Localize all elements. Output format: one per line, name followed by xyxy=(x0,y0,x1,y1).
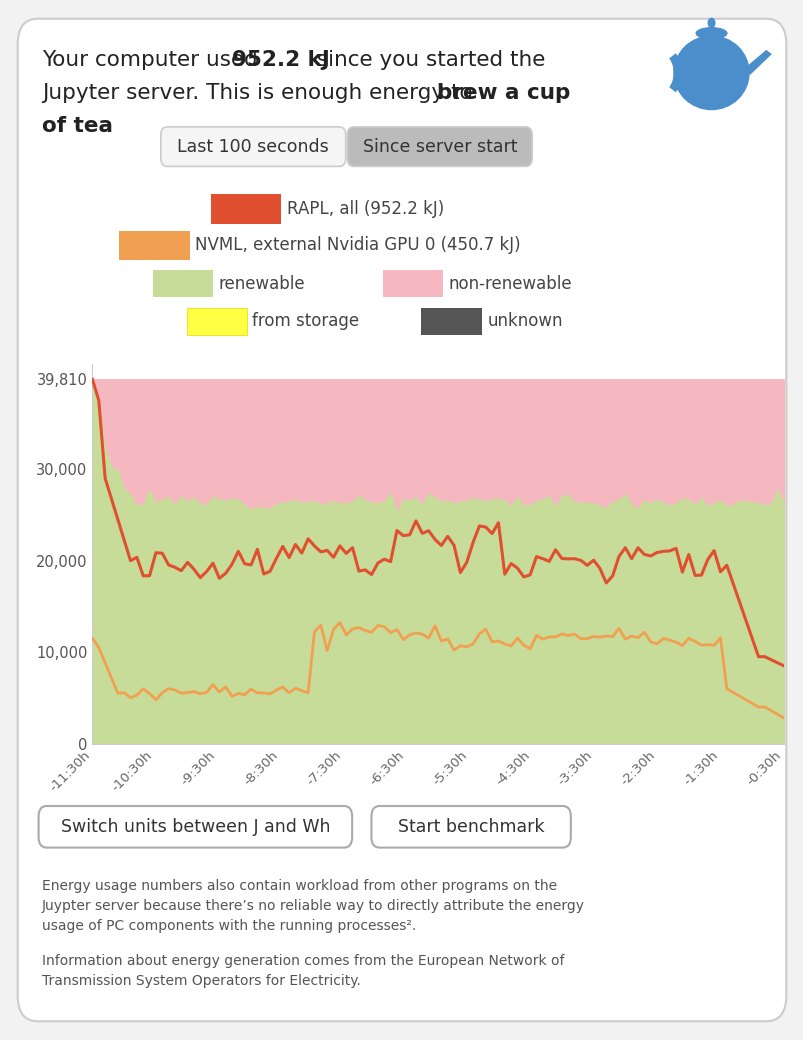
Text: since you started the: since you started the xyxy=(310,50,545,70)
Text: non-renewable: non-renewable xyxy=(448,275,572,293)
FancyBboxPatch shape xyxy=(210,194,281,224)
Text: of tea: of tea xyxy=(42,116,112,136)
Text: brew a cup: brew a cup xyxy=(437,83,570,103)
FancyBboxPatch shape xyxy=(371,806,570,848)
FancyBboxPatch shape xyxy=(347,127,532,166)
Ellipse shape xyxy=(707,18,715,28)
Text: 952.2 kJ: 952.2 kJ xyxy=(231,50,329,70)
Ellipse shape xyxy=(673,35,748,110)
Text: renewable: renewable xyxy=(218,275,305,293)
Text: .: . xyxy=(101,116,108,136)
Text: Your computer used: Your computer used xyxy=(42,50,264,70)
FancyBboxPatch shape xyxy=(421,308,481,335)
Text: Last 100 seconds: Last 100 seconds xyxy=(177,137,328,156)
Polygon shape xyxy=(744,50,771,75)
FancyBboxPatch shape xyxy=(186,308,247,335)
Text: from storage: from storage xyxy=(252,312,359,331)
Ellipse shape xyxy=(695,27,727,40)
Text: RAPL, all (952.2 kJ): RAPL, all (952.2 kJ) xyxy=(287,200,444,218)
Text: unknown: unknown xyxy=(487,312,562,331)
Text: Start benchmark: Start benchmark xyxy=(397,817,544,836)
Text: NVML, external Nvidia GPU 0 (450.7 kJ): NVML, external Nvidia GPU 0 (450.7 kJ) xyxy=(195,236,520,255)
Text: Energy usage numbers also contain workload from other programs on the
Juypter se: Energy usage numbers also contain worklo… xyxy=(42,879,584,933)
FancyBboxPatch shape xyxy=(18,19,785,1021)
Text: Information about energy generation comes from the European Network of
Transmiss: Information about energy generation come… xyxy=(42,954,564,988)
Text: Since server start: Since server start xyxy=(362,137,516,156)
Text: Jupyter server. This is enough energy to: Jupyter server. This is enough energy to xyxy=(42,83,479,103)
Text: Switch units between J and Wh: Switch units between J and Wh xyxy=(60,817,330,836)
FancyBboxPatch shape xyxy=(161,127,345,166)
FancyBboxPatch shape xyxy=(119,231,190,260)
FancyBboxPatch shape xyxy=(153,270,213,297)
FancyBboxPatch shape xyxy=(39,806,352,848)
FancyBboxPatch shape xyxy=(382,270,442,297)
